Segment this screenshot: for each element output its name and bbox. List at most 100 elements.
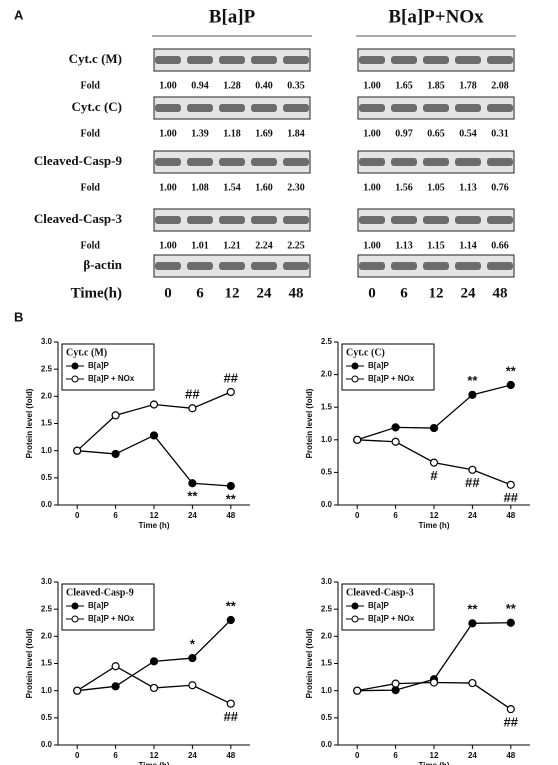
x-tick-label: 48	[226, 511, 235, 520]
blot-label: Cleaved-Casp-9	[34, 153, 123, 168]
blot-band	[187, 56, 213, 64]
blot-band	[251, 56, 277, 64]
y-tick-label: 1.5	[41, 659, 53, 668]
significance-mark: **	[467, 373, 478, 388]
fold-label: Fold	[81, 128, 101, 139]
y-tick-label: 0.5	[41, 713, 53, 722]
time-value: 48	[493, 285, 508, 301]
point	[507, 619, 514, 626]
blot-band	[251, 158, 277, 166]
significance-mark: ##	[465, 475, 480, 490]
fold-value: 1.69	[255, 128, 273, 139]
x-tick-label: 12	[430, 511, 439, 520]
time-value: 6	[400, 285, 408, 301]
group-header: B[a]P	[209, 6, 256, 27]
blot-band	[423, 262, 449, 270]
significance-mark: **	[226, 598, 237, 613]
point	[112, 663, 119, 670]
blot-band	[391, 262, 417, 270]
y-tick-label: 2.5	[321, 337, 333, 346]
legend-label: B[a]P	[88, 361, 110, 370]
point	[112, 412, 119, 419]
legend-marker	[352, 376, 358, 382]
fold-value: 1.85	[427, 80, 445, 91]
legend-label: B[a]P + NOx	[368, 374, 415, 383]
x-tick-label: 0	[75, 751, 80, 760]
point	[507, 382, 514, 389]
legend-label: B[a]P	[88, 601, 110, 610]
fold-value: 1.21	[223, 240, 241, 251]
blot-band	[155, 104, 181, 112]
blot-band	[423, 216, 449, 224]
fold-value: 1.18	[223, 128, 241, 139]
blot-band	[359, 56, 385, 64]
legend-label: B[a]P + NOx	[88, 614, 135, 623]
blot-band	[487, 158, 513, 166]
y-tick-label: 2.0	[41, 391, 53, 400]
significance-mark: **	[187, 489, 198, 504]
fold-value: 0.66	[491, 240, 509, 251]
point	[227, 700, 234, 707]
fold-value: 1.01	[191, 240, 209, 251]
y-tick-label: 2.5	[41, 604, 53, 613]
fold-value: 1.56	[395, 182, 413, 193]
fold-value: 1.00	[363, 80, 381, 91]
fold-value: 2.30	[287, 182, 305, 193]
fold-label: Fold	[81, 80, 101, 91]
chart-title: Cyt.c (M)	[66, 347, 107, 358]
fold-value: 1.00	[159, 182, 177, 193]
point	[227, 482, 234, 489]
significance-mark: **	[506, 601, 517, 616]
point	[431, 425, 438, 432]
significance-mark: ##	[504, 490, 519, 505]
point	[469, 466, 476, 473]
chart-title: Cyt.c (C)	[346, 347, 385, 358]
legend-marker	[352, 603, 358, 609]
time-label: Time(h)	[71, 285, 122, 301]
significance-mark: **	[226, 491, 237, 506]
point	[74, 447, 81, 454]
x-axis-label: Time (h)	[419, 761, 450, 765]
fold-value: 1.14	[459, 240, 477, 251]
significance-mark: ##	[185, 387, 200, 402]
blot-band	[487, 262, 513, 270]
x-tick-label: 12	[150, 511, 159, 520]
y-tick-label: 0.5	[41, 473, 53, 482]
blot-band	[391, 56, 417, 64]
point	[354, 436, 361, 443]
point	[392, 680, 399, 687]
fold-value: 0.31	[491, 128, 509, 139]
legend-label: B[a]P + NOx	[88, 374, 135, 383]
y-tick-label: 2.0	[321, 631, 333, 640]
x-tick-label: 48	[226, 751, 235, 760]
point	[151, 401, 158, 408]
y-axis-label: Protein level (fold)	[305, 628, 314, 698]
blot-band	[219, 104, 245, 112]
x-tick-label: 6	[113, 511, 118, 520]
point	[151, 684, 158, 691]
significance-mark: *	[190, 637, 196, 652]
x-tick-label: 12	[150, 751, 159, 760]
y-tick-label: 2.0	[41, 631, 53, 640]
point	[112, 683, 119, 690]
blot-band	[423, 56, 449, 64]
legend-marker	[72, 363, 78, 369]
y-tick-label: 1.0	[41, 446, 53, 455]
chart-title: Cleaved-Casp-3	[346, 587, 414, 598]
fold-value: 1.84	[287, 128, 305, 139]
blot-band	[251, 262, 277, 270]
x-axis-label: Time (h)	[139, 521, 170, 530]
x-tick-label: 6	[393, 751, 398, 760]
point	[354, 687, 361, 694]
point	[469, 391, 476, 398]
blot-band	[487, 56, 513, 64]
fold-value: 1.54	[223, 182, 241, 193]
blot-band	[219, 158, 245, 166]
y-tick-label: 0.5	[321, 468, 333, 477]
blot-band	[283, 216, 309, 224]
x-tick-label: 0	[75, 511, 80, 520]
blot-band	[391, 216, 417, 224]
blot-band	[391, 104, 417, 112]
fold-value: 0.97	[395, 128, 413, 139]
time-value: 0	[164, 285, 172, 301]
